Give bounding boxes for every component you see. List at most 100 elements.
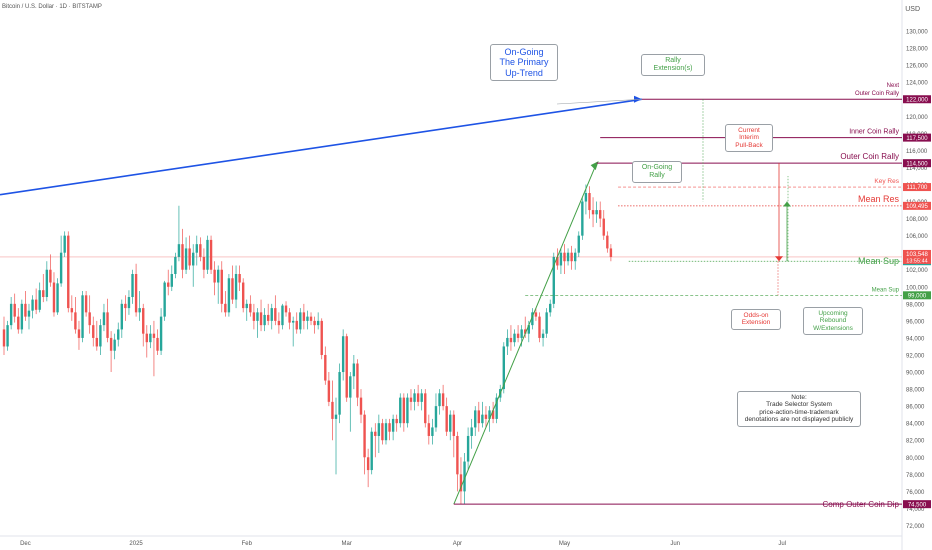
rebound-arrowhead [783, 201, 791, 207]
x-tick-label: Apr [453, 541, 462, 547]
candle-body [413, 393, 416, 402]
candle-body [152, 333, 156, 338]
level-price-tag-text: 99,000 [908, 294, 927, 300]
candle-body [192, 252, 195, 266]
y-tick-label: 96,000 [906, 319, 925, 325]
candle-body [277, 320, 281, 326]
y-tick-label: 72,000 [906, 524, 925, 530]
candle-body [77, 329, 81, 338]
candle-body [224, 303, 227, 313]
candle-body [184, 248, 188, 270]
candle-body [470, 427, 473, 436]
candle-body [495, 397, 498, 419]
candle-body [570, 252, 573, 262]
candle-body [331, 401, 334, 419]
candle-body [388, 423, 391, 432]
y-tick-label: 114,000 [906, 166, 928, 172]
candle-body [370, 431, 373, 471]
y-tick-label: 116,000 [906, 149, 928, 155]
candle-body [181, 244, 184, 270]
candle-body [541, 333, 545, 338]
candle-body [391, 418, 395, 432]
annotation-box: Odds-on Extension [731, 309, 781, 330]
candle-body [377, 423, 381, 436]
candle-body [520, 329, 523, 338]
candle-body [63, 235, 66, 253]
candle-body [424, 393, 427, 424]
candle-body [502, 346, 505, 390]
candle-body [416, 393, 420, 402]
y-tick-label: 100,000 [906, 285, 928, 291]
level-price-tag-text: 109,495 [906, 204, 928, 210]
candle-body [595, 210, 598, 215]
candle-body [270, 308, 273, 321]
countdown-text: 13:55:44 [906, 258, 927, 264]
candle-body [581, 201, 584, 236]
candle-body [106, 312, 109, 338]
candle-body [95, 337, 99, 347]
candle-body [427, 423, 431, 436]
candle-body [34, 299, 38, 310]
candle-body [295, 320, 298, 330]
candle-body [120, 303, 124, 330]
candle-body [395, 418, 398, 424]
annotation-box: Upcoming Rebound W/Extensions [803, 307, 863, 336]
level-price-tag [903, 500, 931, 509]
candle-body [352, 363, 356, 377]
candle-body [20, 303, 24, 330]
candle-body [38, 290, 41, 310]
candle-body [177, 244, 181, 257]
y-tick-label: 86,000 [906, 405, 925, 411]
candle-body [159, 316, 163, 351]
candle-body [441, 393, 445, 407]
level-price-tag [903, 201, 931, 210]
candle-body [288, 312, 291, 323]
candle-body [2, 329, 6, 347]
candle-body [374, 431, 377, 436]
candle-body [545, 312, 548, 334]
level-price-tag [903, 159, 931, 168]
annotation-box: On-Going Rally [632, 161, 682, 184]
annotation-box: Note: Trade Selector System price-action… [737, 391, 861, 427]
candle-body [549, 303, 552, 313]
candle-body [345, 336, 348, 398]
candle-body [127, 297, 131, 309]
candle-body [552, 256, 555, 304]
candle-body [263, 314, 266, 326]
candle-body [488, 410, 491, 419]
x-tick-label: May [559, 541, 570, 547]
candle-body [406, 397, 409, 424]
candle-body [591, 210, 595, 215]
candle-body [109, 337, 113, 351]
candle-body [256, 312, 259, 321]
candle-body [70, 308, 74, 313]
candle-body [349, 376, 352, 398]
y-tick-label: 130,000 [906, 30, 928, 36]
candle-body [324, 354, 327, 381]
candle-body [531, 312, 534, 326]
candle-body [163, 282, 166, 317]
candle-body [445, 406, 448, 432]
candle-body [338, 372, 341, 415]
candle-body [117, 329, 120, 340]
candle-body [506, 337, 509, 347]
candle-body [574, 252, 577, 262]
candle-body [24, 303, 27, 317]
level-label: Mean Sup [872, 287, 900, 293]
candle-body [598, 210, 602, 219]
candle-body [81, 295, 84, 338]
current-price-tag [903, 249, 931, 264]
x-tick-label: Jun [670, 541, 680, 547]
candle-body [609, 248, 613, 257]
candle-body [284, 305, 288, 313]
candle-body [459, 474, 463, 492]
candle-body [238, 274, 241, 283]
candle-body [309, 316, 313, 321]
candle-body [534, 312, 538, 317]
candle-body [588, 193, 591, 211]
candle-body [477, 410, 481, 424]
candle-body [438, 393, 441, 407]
uptrend-callout-line [556, 98, 643, 105]
level-price-tag [903, 291, 931, 300]
